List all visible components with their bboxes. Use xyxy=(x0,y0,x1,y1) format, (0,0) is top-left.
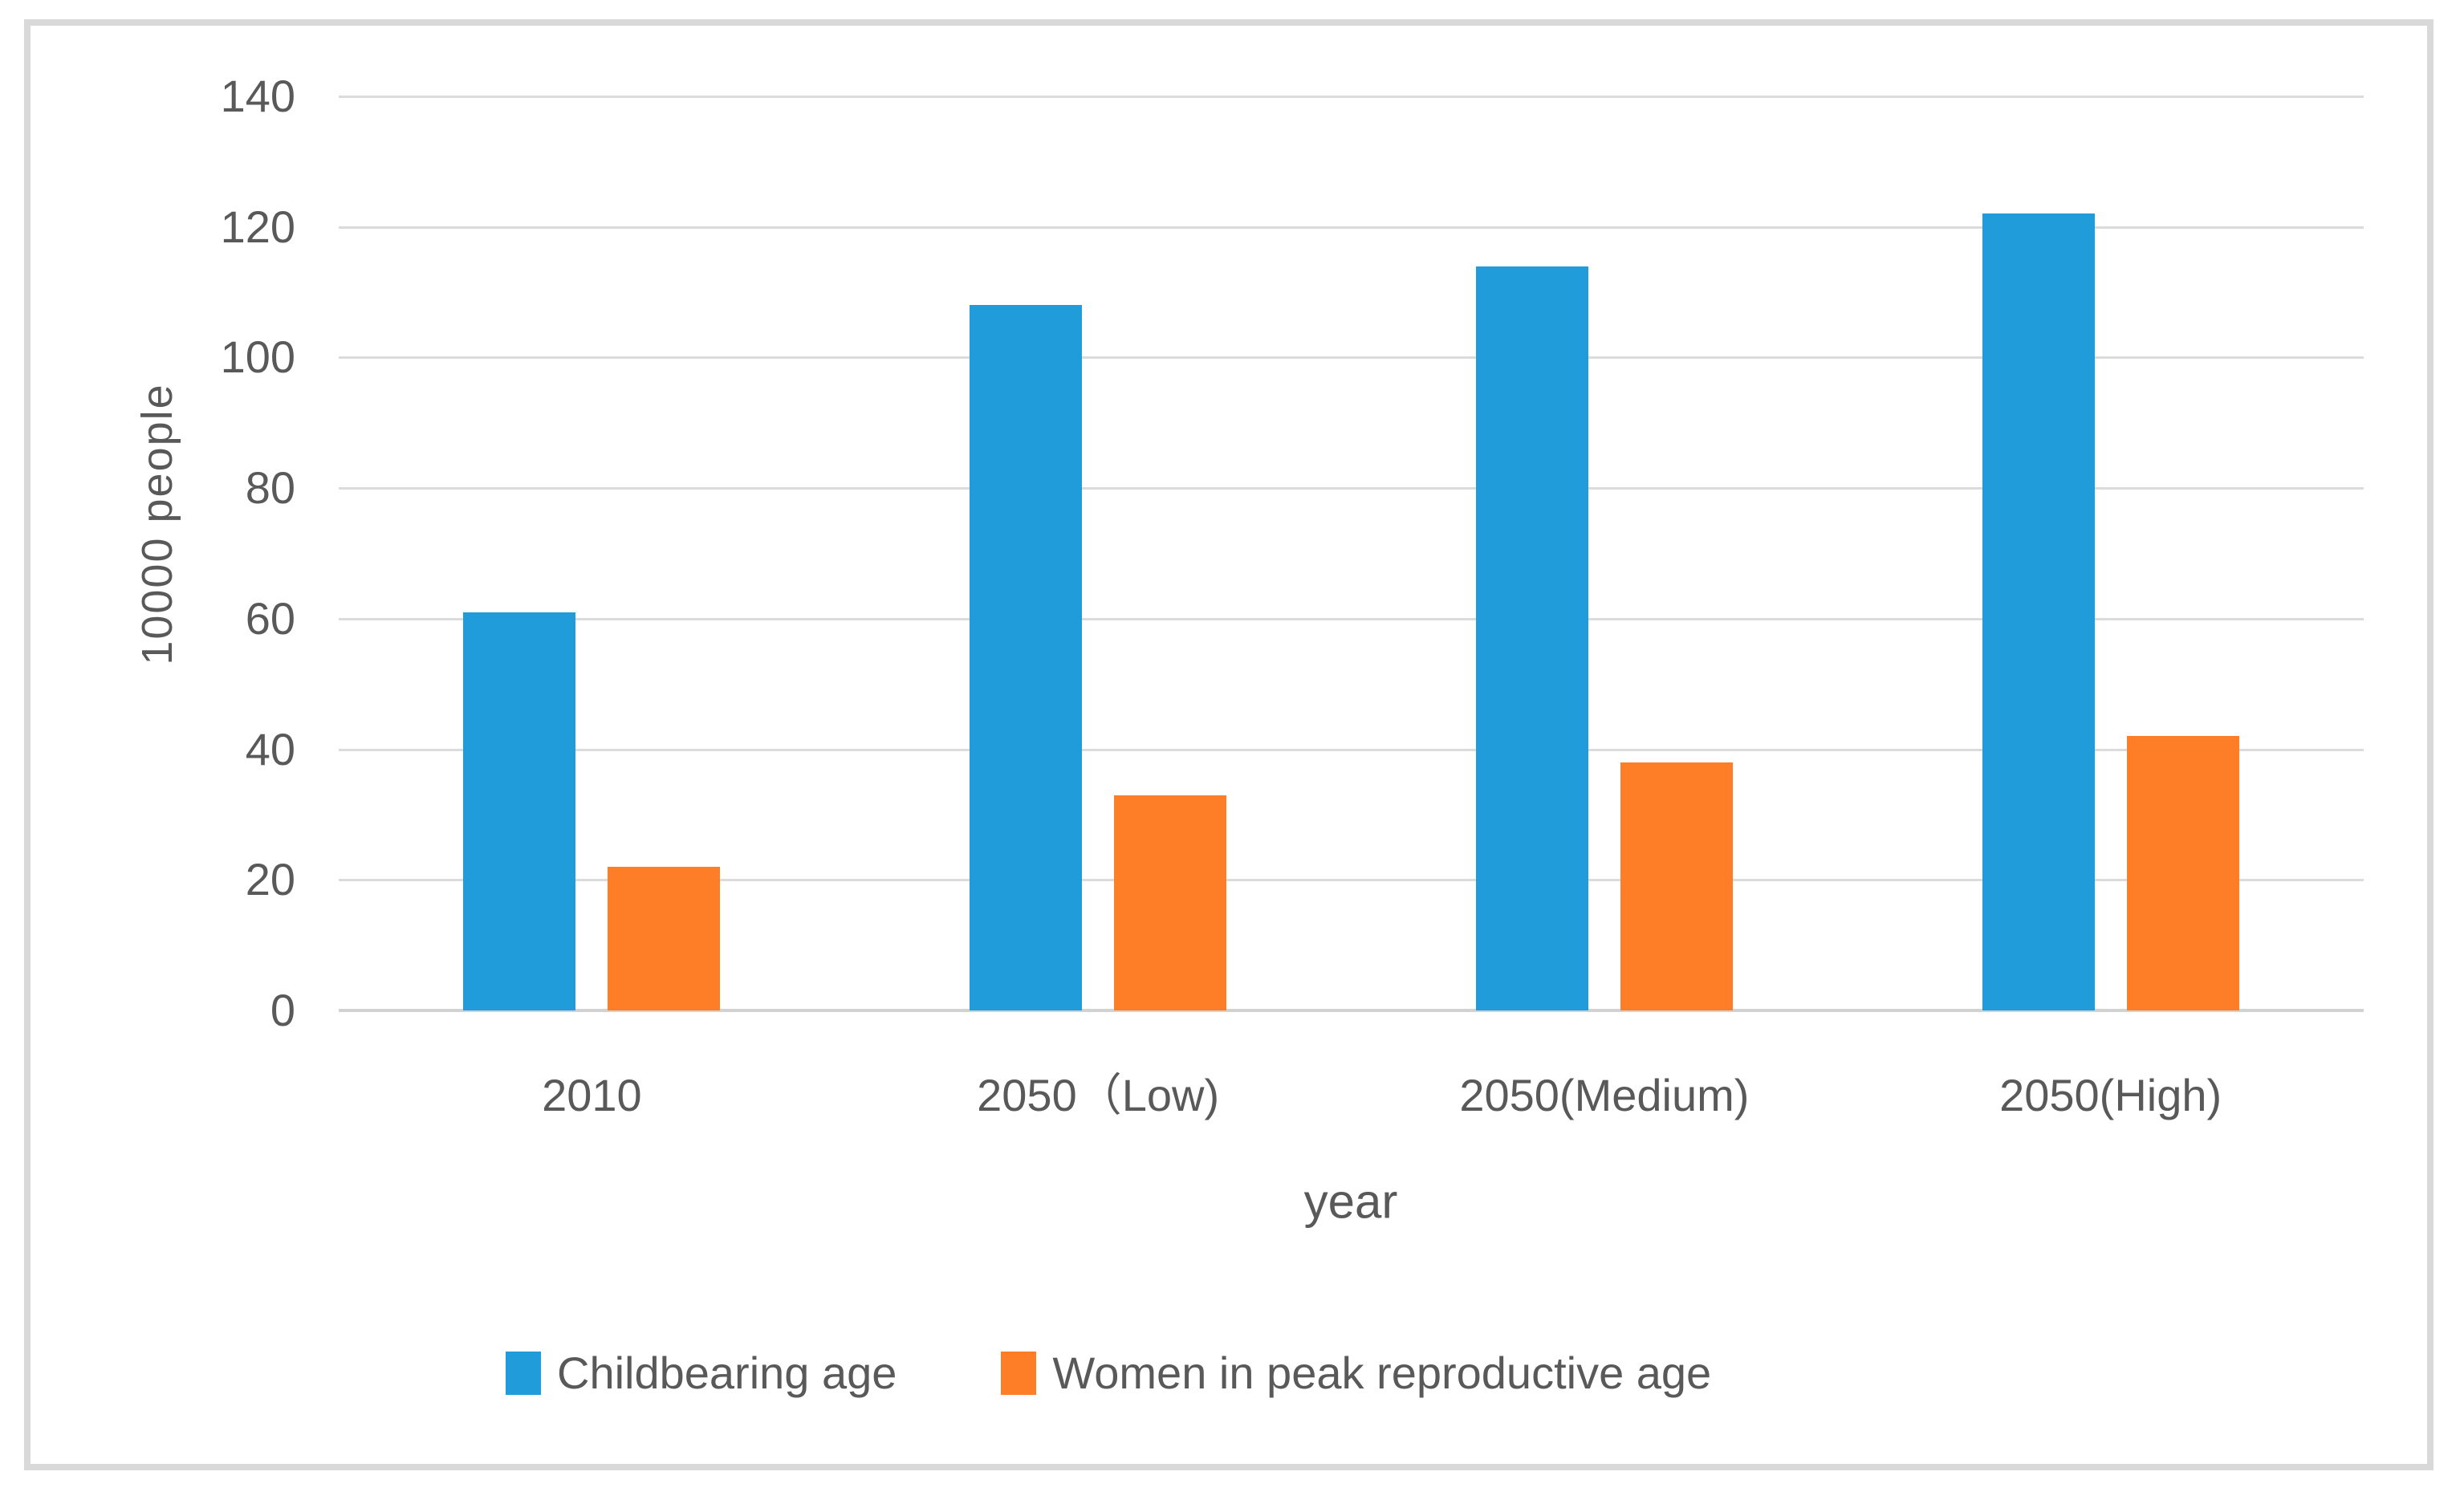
bar-peak-reproductive-2050(Medium) xyxy=(1620,762,1733,1010)
bar-childbearing-2050(Medium) xyxy=(1475,266,1588,1010)
y-tick-label: 20 xyxy=(245,854,295,905)
y-tick-label: 140 xyxy=(220,71,295,121)
gridline xyxy=(339,748,2364,751)
legend-label: Childbearing age xyxy=(557,1348,897,1398)
bar-peak-reproductive-2050(High) xyxy=(2126,736,2239,1010)
y-tick-label: 80 xyxy=(245,462,295,514)
legend-swatch-blue-icon xyxy=(506,1351,541,1395)
gridline xyxy=(339,96,2364,98)
bar-peak-reproductive-2010 xyxy=(608,867,721,1010)
gridline xyxy=(339,356,2364,360)
x-tick-label: 2050（Low) xyxy=(977,1070,1220,1120)
y-tick-label: 40 xyxy=(245,723,295,774)
legend: Childbearing age Women in peak reproduct… xyxy=(506,1347,1711,1399)
x-tick-label: 2050(High) xyxy=(1999,1070,2222,1120)
y-tick-label: 0 xyxy=(270,985,295,1035)
gridline xyxy=(339,617,2364,620)
y-tick-label: 60 xyxy=(245,592,295,644)
gridline xyxy=(339,487,2364,490)
x-axis-line xyxy=(339,1009,2364,1012)
x-tick-label: 2010 xyxy=(542,1070,642,1120)
bar-peak-reproductive-2050（Low) xyxy=(1114,795,1227,1010)
bar-childbearing-2010 xyxy=(463,612,576,1010)
legend-item-childbearing-age: Childbearing age xyxy=(506,1347,897,1399)
y-tick-label: 100 xyxy=(220,331,295,383)
y-axis-title: 10000 people xyxy=(133,383,181,665)
legend-item-women-peak-reproductive: Women in peak reproductive age xyxy=(1001,1347,1711,1399)
legend-swatch-orange-icon xyxy=(1001,1351,1037,1395)
x-tick-label: 2050(Medium) xyxy=(1459,1070,1750,1120)
y-tick-label: 120 xyxy=(220,201,295,252)
bar-childbearing-2050（Low) xyxy=(970,305,1083,1010)
x-axis-title: year xyxy=(1303,1174,1398,1229)
legend-label: Women in peak reproductive age xyxy=(1052,1348,1712,1398)
bar-childbearing-2050(High) xyxy=(1982,213,2095,1010)
gridline xyxy=(339,879,2364,882)
gridline xyxy=(339,226,2364,229)
